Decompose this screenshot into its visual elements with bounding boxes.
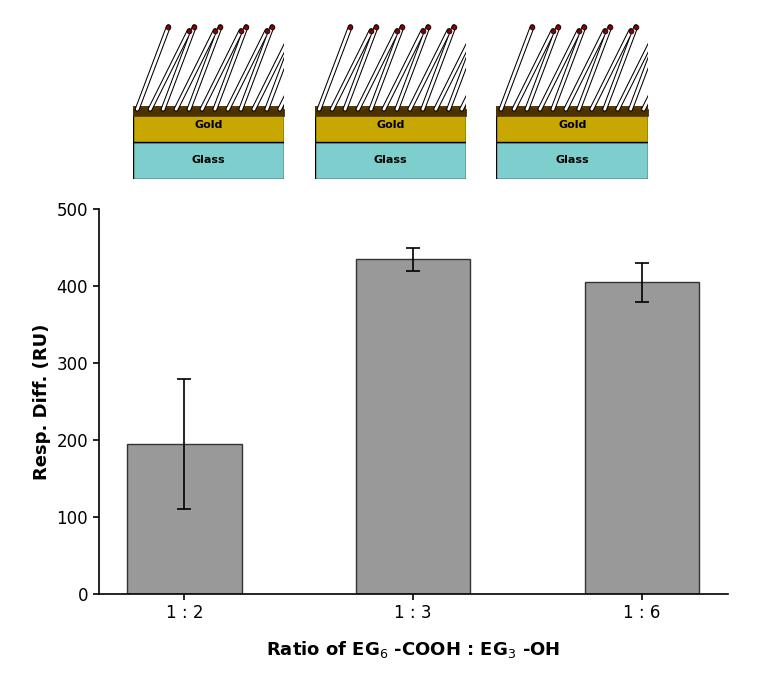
Text: Glass: Glass (556, 155, 589, 165)
Bar (496, 109, 648, 142)
Bar (315, 106, 466, 115)
Bar (133, 106, 284, 115)
Text: Glass: Glass (192, 155, 225, 165)
Bar (315, 142, 466, 179)
Bar (496, 106, 648, 115)
Text: Ratio of EG$_6$ -COOH : EG$_3$ -OH: Ratio of EG$_6$ -COOH : EG$_3$ -OH (266, 639, 560, 660)
Y-axis label: Resp. Diff. (RU): Resp. Diff. (RU) (33, 323, 51, 480)
Bar (127, 444, 242, 594)
Bar (133, 142, 284, 179)
Bar (356, 259, 470, 594)
Text: Gold: Gold (558, 120, 587, 130)
Bar (133, 109, 284, 142)
Text: Gold: Gold (194, 120, 223, 130)
Text: Glass: Glass (374, 155, 407, 165)
Text: Gold: Gold (376, 120, 405, 130)
Bar (496, 142, 648, 179)
Bar (584, 282, 699, 594)
Bar (315, 109, 466, 142)
